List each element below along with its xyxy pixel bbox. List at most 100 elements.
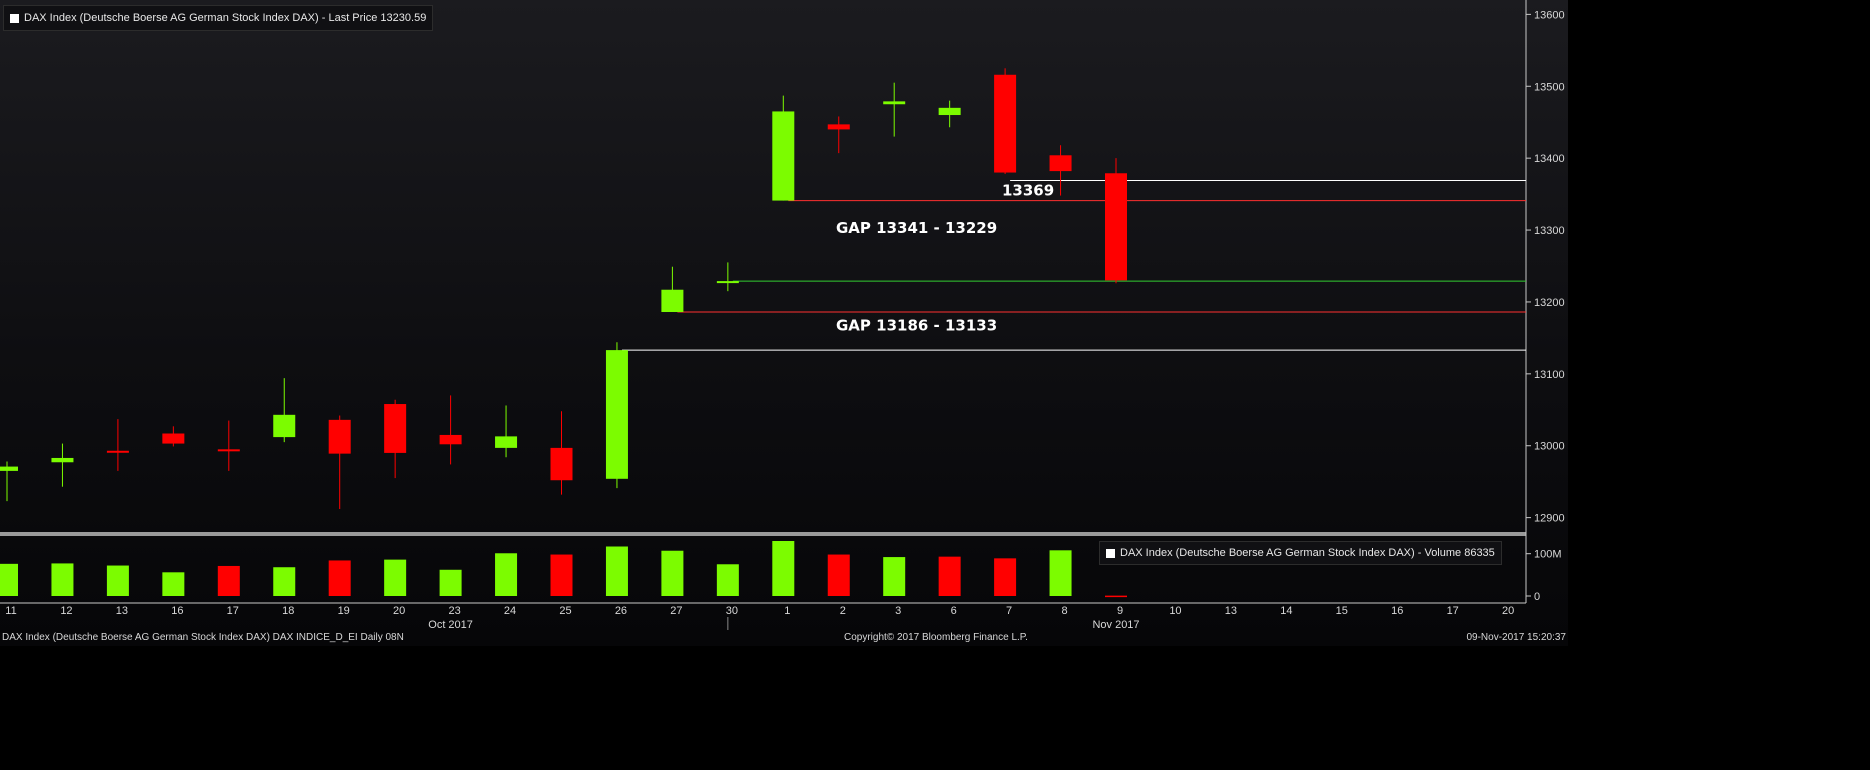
volume-bar xyxy=(827,554,850,596)
price-y-tick-label: 13600 xyxy=(1534,9,1565,21)
x-tick-label: 3 xyxy=(895,605,901,617)
candle-body xyxy=(550,447,573,481)
volume-bar xyxy=(883,557,906,596)
footer-timestamp: 09-Nov-2017 15:20:37 xyxy=(1466,632,1566,643)
price-y-tick-label: 13500 xyxy=(1534,81,1565,93)
price-legend[interactable]: DAX Index (Deutsche Boerse AG German Sto… xyxy=(3,5,434,31)
x-tick-label: 13 xyxy=(1225,605,1237,617)
candle-body xyxy=(994,74,1017,173)
candle-body xyxy=(883,101,906,105)
x-tick-label: 13 xyxy=(116,605,128,617)
volume-bar xyxy=(0,563,18,596)
candlestick xyxy=(1105,158,1127,284)
candlestick xyxy=(716,262,739,292)
x-tick-label: 20 xyxy=(1502,605,1514,617)
candlestick xyxy=(661,266,684,313)
x-tick-label: 17 xyxy=(1447,605,1459,617)
price-y-tick-label: 13300 xyxy=(1534,225,1565,237)
price-legend-label: DAX Index (Deutsche Boerse AG German Sto… xyxy=(24,12,427,24)
x-tick-label: 16 xyxy=(171,605,183,617)
candlestick xyxy=(883,82,906,137)
footer-copyright: Copyright© 2017 Bloomberg Finance L.P. xyxy=(844,632,1028,643)
candlestick xyxy=(106,419,129,471)
volume-bar xyxy=(1049,550,1072,596)
volume-bar xyxy=(495,553,518,596)
price-y-tick-label: 13200 xyxy=(1534,297,1565,309)
x-tick-label: 6 xyxy=(951,605,957,617)
candlestick xyxy=(0,461,18,502)
volume-bar xyxy=(217,565,240,596)
footer-security-info: DAX Index (Deutsche Boerse AG German Sto… xyxy=(2,632,404,643)
volume-legend[interactable]: DAX Index (Deutsche Boerse AG German Sto… xyxy=(1099,541,1502,565)
candle-body xyxy=(772,111,795,201)
volume-bar xyxy=(550,554,573,596)
candle-body xyxy=(1049,155,1072,172)
x-period-label: Nov 2017 xyxy=(1092,619,1139,631)
candlestick xyxy=(605,342,628,489)
volume-bar xyxy=(605,546,628,596)
candlestick xyxy=(217,420,240,471)
candlestick xyxy=(162,426,185,447)
candlestick xyxy=(439,395,462,465)
x-tick-label: 16 xyxy=(1391,605,1403,617)
candlestick xyxy=(1049,145,1072,196)
volume-bar xyxy=(938,556,961,596)
price-y-tick-label: 13000 xyxy=(1534,441,1565,453)
candlestick xyxy=(328,415,351,509)
candle-body xyxy=(162,433,185,444)
x-tick-label: 20 xyxy=(393,605,405,617)
volume-legend-label: DAX Index (Deutsche Boerse AG German Sto… xyxy=(1120,547,1495,559)
volume-bar xyxy=(162,572,185,596)
x-tick-label: 2 xyxy=(840,605,846,617)
x-tick-label: 25 xyxy=(559,605,571,617)
chart-canvas[interactable]: 1290013000131001320013300134001350013600… xyxy=(0,0,1568,646)
price-y-tick-label: 13100 xyxy=(1534,369,1565,381)
x-tick-label: 11 xyxy=(5,605,16,617)
candlestick xyxy=(550,411,573,495)
volume-bar xyxy=(273,567,296,596)
x-tick-label: 26 xyxy=(615,605,627,617)
candle-body xyxy=(938,107,961,116)
volume-bar xyxy=(439,569,462,596)
volume-bar xyxy=(328,560,351,596)
x-tick-label: 9 xyxy=(1117,605,1123,617)
candle-body xyxy=(106,450,129,453)
candle-body xyxy=(328,419,351,454)
candlestick xyxy=(994,68,1017,174)
price-y-tick-label: 12900 xyxy=(1534,513,1565,525)
candle-body xyxy=(827,124,850,130)
legend-swatch-icon xyxy=(10,13,19,23)
candlestick xyxy=(827,116,850,154)
x-tick-label: 27 xyxy=(670,605,682,617)
candle-body xyxy=(51,457,74,463)
candle-body xyxy=(384,404,407,453)
x-tick-label: 12 xyxy=(60,605,72,617)
x-period-label: Oct 2017 xyxy=(428,619,473,631)
candlestick xyxy=(273,378,296,443)
volume-y-tick-label: 0 xyxy=(1534,591,1540,603)
volume-y-tick-label: 100M xyxy=(1534,549,1562,561)
x-tick-label: 14 xyxy=(1280,605,1292,617)
candle-body xyxy=(495,436,518,448)
candle-body xyxy=(273,414,296,438)
bloomberg-chart: 12900 13000 13100 13200 13300 13400 13500 13600… xyxy=(0,0,1568,646)
price-y-tick-label: 13400 xyxy=(1534,153,1565,165)
candle-body xyxy=(0,466,18,471)
x-tick-label: 18 xyxy=(282,605,294,617)
volume-bar xyxy=(1105,595,1127,598)
candlestick xyxy=(938,100,961,128)
candle-body xyxy=(217,449,240,452)
x-tick-label: 30 xyxy=(726,605,738,617)
x-tick-label: 19 xyxy=(338,605,350,617)
x-tick-label: 10 xyxy=(1169,605,1181,617)
x-tick-label: 7 xyxy=(1006,605,1012,617)
volume-bar xyxy=(384,559,407,596)
x-tick-label: 24 xyxy=(504,605,516,617)
candlestick xyxy=(51,443,74,487)
x-tick-label: 17 xyxy=(227,605,239,617)
volume-bar xyxy=(106,565,129,596)
volume-bar xyxy=(661,550,684,596)
volume-bar xyxy=(772,541,795,596)
annotation-label: 13369 xyxy=(1002,181,1054,199)
candle-body xyxy=(605,350,628,479)
